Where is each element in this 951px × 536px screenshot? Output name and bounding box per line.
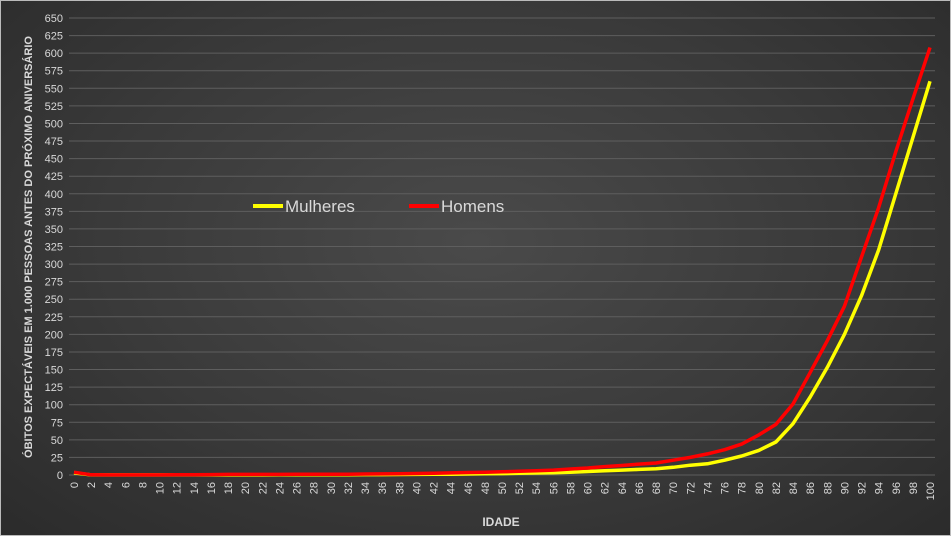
y-tick-label: 250	[45, 294, 63, 306]
x-tick-label: 46	[463, 482, 475, 494]
x-tick-label: 90	[839, 482, 851, 494]
x-tick-label: 4	[103, 482, 115, 488]
y-tick-label: 525	[45, 101, 63, 113]
legend-label-homens: Homens	[441, 197, 504, 216]
x-tick-labels: 0 2 4 6 8 10 12 14 16 18 20 22 24 26 28 30 32 34 36 38 40 42 4…	[69, 482, 937, 500]
x-tick-label: 20	[240, 482, 252, 494]
x-tick-label: 56	[548, 482, 560, 494]
series-line-homens	[73, 46, 932, 477]
y-tick-label: 450	[45, 154, 63, 166]
x-tick-label: 26	[292, 482, 304, 494]
y-tick-label: 75	[51, 417, 63, 429]
x-tick-label: 24	[274, 482, 286, 494]
y-tick-label: 150	[45, 365, 63, 377]
y-tick-label: 400	[45, 189, 63, 201]
x-tick-label: 94	[874, 482, 886, 494]
y-tick-label: 350	[45, 224, 63, 236]
series-lines	[73, 46, 932, 477]
y-tick-label: 50	[51, 435, 63, 447]
x-tick-label: 28	[309, 482, 321, 494]
y-tick-labels: 0 25 50 75 100 125 150 175 200 225 250 275 300 325 350…	[45, 13, 63, 482]
x-tick-label: 8	[137, 482, 149, 488]
x-tick-label: 16	[206, 482, 218, 494]
y-axis-label: ÓBITOS EXPECTÁVEIS EM 1.000 PESSOAS ANTE…	[22, 36, 35, 458]
y-tick-label: 550	[45, 83, 63, 95]
x-tick-label: 10	[155, 482, 167, 494]
x-tick-label: 92	[857, 482, 869, 494]
x-tick-label: 58	[565, 482, 577, 494]
x-tick-label: 42	[429, 482, 441, 494]
y-tick-label: 25	[51, 452, 63, 464]
x-tick-label: 2	[86, 482, 98, 488]
x-tick-label: 40	[411, 482, 423, 494]
x-tick-label: 88	[822, 482, 834, 494]
x-tick-label: 12	[172, 482, 184, 494]
y-tick-label: 0	[57, 470, 63, 482]
x-tick-label: 86	[805, 482, 817, 494]
x-tick-label: 6	[120, 482, 132, 488]
y-tick-label: 575	[45, 66, 63, 78]
x-tick-label: 0	[69, 482, 81, 488]
x-tick-label: 98	[908, 482, 920, 494]
y-tick-label: 375	[45, 206, 63, 218]
y-tick-label: 325	[45, 242, 63, 254]
x-tick-label: 52	[514, 482, 526, 494]
x-tick-label: 18	[223, 482, 235, 494]
x-tick-label: 62	[600, 482, 612, 494]
gridlines	[69, 17, 935, 476]
x-tick-label: 82	[771, 482, 783, 494]
x-tick-label: 34	[360, 482, 372, 494]
x-tick-label: 74	[702, 482, 714, 494]
x-tick-label: 32	[343, 482, 355, 494]
y-tick-label: 625	[45, 31, 63, 43]
x-tick-label: 100	[925, 482, 937, 500]
y-tick-label: 125	[45, 382, 63, 394]
y-tick-label: 600	[45, 48, 63, 60]
y-tick-label: 425	[45, 171, 63, 183]
y-tick-label: 175	[45, 347, 63, 359]
x-tick-label: 30	[326, 482, 338, 494]
x-tick-label: 80	[754, 482, 766, 494]
y-tick-label: 225	[45, 312, 63, 324]
x-tick-label: 64	[617, 482, 629, 494]
x-tick-label: 38	[394, 482, 406, 494]
x-tick-label: 96	[891, 482, 903, 494]
y-tick-label: 500	[45, 118, 63, 130]
y-tick-label: 275	[45, 277, 63, 289]
x-tick-label: 76	[720, 482, 732, 494]
x-tick-label: 70	[668, 482, 680, 494]
x-tick-label: 84	[788, 482, 800, 494]
y-tick-label: 100	[45, 400, 63, 412]
x-tick-label: 50	[497, 482, 509, 494]
x-tick-label: 44	[446, 482, 458, 494]
legend-label-mulheres: Mulheres	[285, 197, 355, 216]
x-tick-label: 48	[480, 482, 492, 494]
legend: Mulheres Homens	[253, 197, 504, 216]
x-tick-label: 54	[531, 482, 543, 494]
x-tick-label: 22	[257, 482, 269, 494]
y-tick-label: 300	[45, 259, 63, 271]
x-axis-label: IDADE	[482, 515, 519, 529]
series-line-mulheres	[73, 80, 932, 477]
x-tick-label: 36	[377, 482, 389, 494]
x-tick-label: 78	[737, 482, 749, 494]
x-tick-label: 14	[189, 482, 201, 494]
x-tick-label: 60	[583, 482, 595, 494]
x-tick-label: 72	[685, 482, 697, 494]
x-tick-label: 66	[634, 482, 646, 494]
y-tick-label: 200	[45, 329, 63, 341]
y-tick-label: 650	[45, 13, 63, 25]
x-tick-label: 68	[651, 482, 663, 494]
y-tick-label: 475	[45, 136, 63, 148]
